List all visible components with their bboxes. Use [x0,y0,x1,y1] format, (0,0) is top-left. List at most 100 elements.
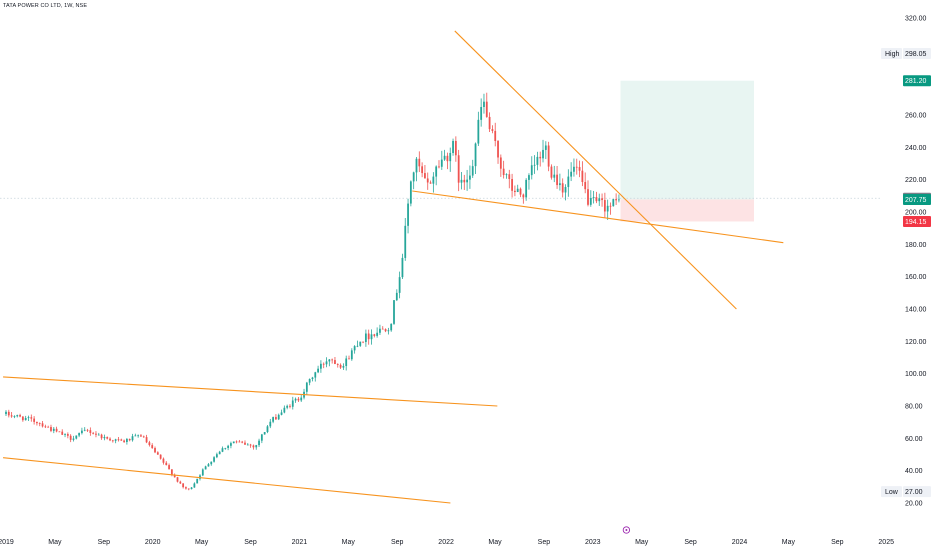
candle [230,441,232,449]
candle [117,437,120,442]
candle [429,180,432,184]
candle [83,427,86,432]
candle [52,427,55,434]
price-tick-label: 320.00 [905,16,927,23]
candle [426,172,429,190]
trendlines[interactable] [3,30,784,504]
price-tick-label: 180.00 [905,242,927,249]
candle [19,413,21,418]
candle [241,440,244,444]
price-axis[interactable]: 20.00 40.00 60.00 80.00 100.00 120.00 140.00 16… [905,16,927,508]
candle [38,422,41,427]
candle [342,363,345,370]
candle [47,425,50,428]
time-tick-label: 2021 [292,539,308,546]
candle [401,253,404,280]
candle [544,141,547,160]
candle [547,141,550,172]
trendline[interactable] [3,457,451,504]
candle [511,173,513,198]
candle [187,488,190,491]
event-marker[interactable] [622,526,631,534]
target-zone[interactable] [620,80,754,200]
candle [283,405,286,414]
candle [289,404,291,409]
svg-text:High: High [885,51,900,58]
candle [210,461,213,466]
candle [362,341,364,344]
candle [421,162,424,178]
time-tick-label: Sep [391,539,404,546]
svg-text:298.05: 298.05 [905,51,927,58]
candle [440,150,443,170]
candle [508,169,511,189]
candle [601,193,603,207]
position-zones[interactable] [620,80,754,222]
candle [485,92,488,118]
candle [159,454,162,460]
price-tick-label: 80.00 [905,404,923,411]
candle [443,149,446,161]
candle [66,432,69,439]
candle [249,443,252,448]
candle [584,172,587,194]
candle [533,155,536,174]
candle [494,122,497,147]
trendline[interactable] [412,190,784,244]
candle [58,431,61,433]
candle [123,439,125,444]
candle [513,185,516,197]
time-tick-label: May [488,539,502,546]
candle [277,413,280,421]
price-tick-label: 140.00 [905,307,927,314]
candle [72,435,75,442]
time-axis[interactable]: 2019 May Sep 2020 May Sep 2021 May Sep 2022 May Sep… [0,539,894,546]
target-price-tag: 281.20 [903,75,931,87]
candle [550,164,553,180]
candle [137,434,140,438]
candle [432,172,435,193]
candle [339,363,342,370]
candle [97,432,100,436]
candle [114,438,117,444]
candle [474,142,477,174]
candle [567,169,570,197]
candle [370,329,373,345]
current-price-tag: 207.75 [903,193,931,205]
candle [179,480,182,485]
time-tick-label: Sep [831,539,844,546]
candle [612,198,615,207]
candle [505,173,508,179]
candle [384,328,387,333]
trendline[interactable] [3,376,498,407]
candle [345,355,348,371]
candle [50,424,52,433]
candle [151,443,154,449]
candle [322,362,325,369]
candle [477,111,480,146]
candle [609,202,612,215]
candle [359,341,362,347]
candle [297,396,300,403]
candle [134,433,137,437]
trendline[interactable] [454,30,737,310]
candle [328,358,331,367]
stop-zone[interactable] [620,199,754,222]
candle [536,151,539,171]
candle [491,125,494,134]
candle [502,160,505,179]
candle [260,433,263,444]
candle [176,476,179,483]
candle [238,439,241,443]
candle [41,421,44,428]
candle [353,345,356,354]
candle [463,174,466,190]
candle [469,165,471,189]
event-marker-icon[interactable] [622,526,631,534]
candle [218,450,221,455]
candle [7,409,10,418]
candle [252,444,255,450]
candle [36,421,38,426]
price-tick-label: 200.00 [905,210,927,217]
